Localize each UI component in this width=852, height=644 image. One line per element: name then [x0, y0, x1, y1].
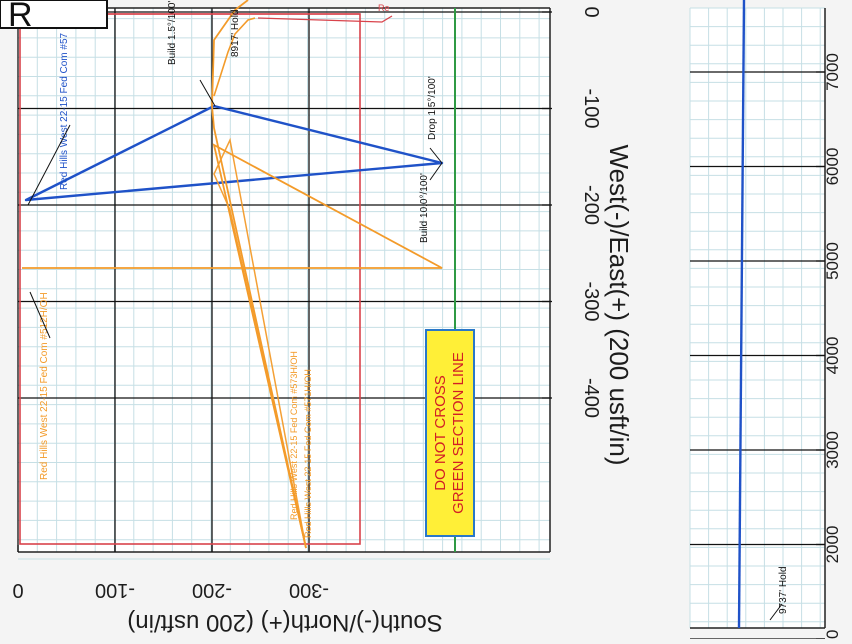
- side-chart: 7000 6000 5000 4000 3000 2000 00 9737' Hold: [689, 0, 842, 644]
- side-tick-label: 00: [823, 630, 842, 639]
- y-tick-label: -100: [95, 579, 135, 601]
- x-tick-label: -200: [580, 185, 602, 225]
- annotation-well-573h: Red Hills West 22-15 Fed Com #573H/OH: [289, 351, 299, 520]
- annotation-well-512h: Red Hills West 22-15 Fed Com #512H/OH: [39, 292, 50, 480]
- side-series-layer: [737, 0, 746, 629]
- x-tick-label: -400: [580, 378, 602, 418]
- header-fragment-text: R: [8, 0, 33, 34]
- header-fragment-box: [0, 0, 108, 29]
- y-tick-label: 0: [12, 579, 23, 601]
- main-chart: 1000-100-200-300-4002001000-100-200-300 …: [12, 0, 634, 636]
- main-series-layer: [22, 0, 444, 549]
- annotation-8917-hold: 8917' Hold: [230, 10, 241, 58]
- main-callout: DO NOT CROSS GREEN SECTION LINE: [425, 329, 475, 537]
- series-line-573h: [213, 137, 307, 549]
- y-tick-label: -200: [192, 579, 232, 601]
- side-leader: [769, 603, 783, 621]
- series-line-571h: [211, 0, 307, 549]
- annotation-well-571h: Red Hills West 22-15 Fed Com #571H/OH: [303, 369, 313, 538]
- side-series-line: [737, 0, 746, 629]
- annotation-well-57: Red Hills West 22-15 Fed Com #57: [59, 32, 70, 190]
- y-tick-label: -300: [289, 579, 329, 601]
- callout-line-2: GREEN SECTION LINE: [450, 352, 467, 514]
- x-tick-label: 0: [580, 6, 602, 17]
- x-tick-label: -100: [580, 88, 602, 128]
- main-annotations: Build 1.5°/100' 8917' Hold Drop 1.5°/100' B…: [27, 1, 443, 538]
- side-tick-label: 7000: [823, 53, 842, 91]
- main-grid: [17, 7, 551, 560]
- side-tick-label: 2000: [823, 526, 842, 564]
- leader-build-15: [199, 79, 216, 107]
- x-tick-label: -300: [580, 281, 602, 321]
- leader-well-512h: [29, 291, 51, 339]
- leader-well-57: [27, 124, 71, 206]
- leader-build-10: [429, 162, 443, 181]
- callout-line-1: DO NOT CROSS: [432, 375, 449, 491]
- side-ticks: 7000 6000 5000 4000 3000 2000 00: [816, 53, 842, 644]
- y-axis-title: South(-)/North(+) (200 usft/in): [127, 609, 442, 636]
- side-annotations: 9737' Hold: [769, 567, 789, 621]
- side-tick-label: 3000: [823, 431, 842, 469]
- side-tick-label: 4000: [823, 337, 842, 375]
- main-ticks: 1000-100-200-300-4002001000-100-200-300: [12, 6, 602, 601]
- leader-drop-15: [429, 147, 443, 164]
- red-spur-line: [257, 15, 393, 23]
- x-axis-title: West(-)/East(+) (200 usft/in): [604, 145, 634, 466]
- side-annotation-9737: 9737' Hold: [778, 567, 789, 615]
- annotation-build-10: Build 10.0°/100': [419, 173, 430, 243]
- side-tick-label: 5000: [823, 242, 842, 280]
- side-tick-label: 6000: [823, 148, 842, 186]
- series-line-upper-orange: [213, 17, 256, 97]
- annotation-drop-15: Drop 1.5°/100': [427, 76, 438, 140]
- side-grid: [689, 7, 826, 640]
- side-plot-area: [690, 8, 825, 628]
- annotation-build-15: Build 1.5°/100': [167, 1, 178, 65]
- header-fragment: R: [0, 0, 108, 34]
- callout-box: [425, 329, 475, 537]
- annotation-re: Re: [378, 3, 390, 13]
- series-line-57: [24, 104, 444, 202]
